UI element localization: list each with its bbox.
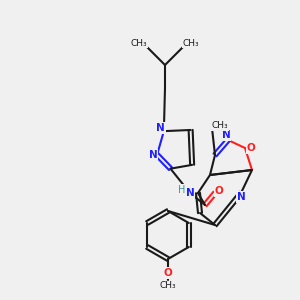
Text: N: N bbox=[237, 192, 245, 202]
Text: O: O bbox=[247, 143, 255, 153]
Text: CH₃: CH₃ bbox=[131, 38, 147, 47]
Text: N: N bbox=[149, 150, 158, 160]
Text: CH₃: CH₃ bbox=[183, 38, 199, 47]
Text: CH₃: CH₃ bbox=[212, 122, 228, 130]
Text: N: N bbox=[222, 130, 230, 140]
Text: CH₃: CH₃ bbox=[160, 281, 176, 290]
Text: N: N bbox=[186, 188, 194, 198]
Text: O: O bbox=[164, 268, 172, 278]
Text: O: O bbox=[214, 186, 224, 196]
Text: H: H bbox=[178, 185, 186, 195]
Text: N: N bbox=[157, 123, 165, 133]
